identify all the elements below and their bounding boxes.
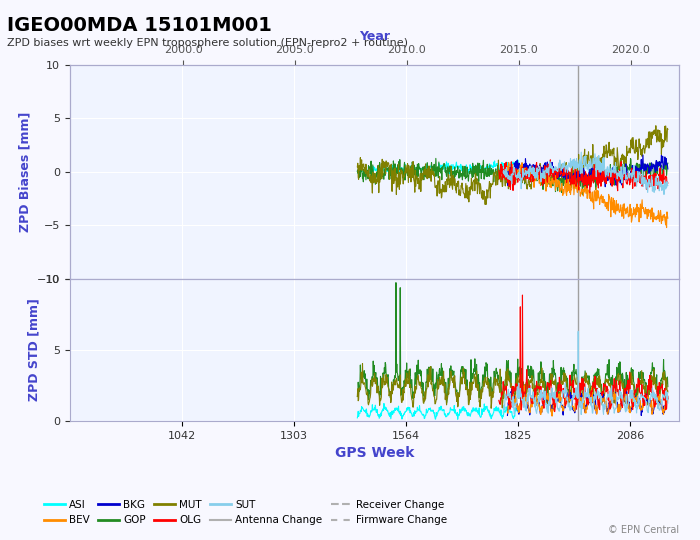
Y-axis label: ZPD STD [mm]: ZPD STD [mm]	[28, 299, 41, 401]
Text: IGEO00MDA 15101M001: IGEO00MDA 15101M001	[7, 16, 272, 35]
Text: ZPD biases wrt weekly EPN troposphere solution (EPN-repro2 + routine): ZPD biases wrt weekly EPN troposphere so…	[7, 38, 408, 48]
X-axis label: Year: Year	[359, 30, 390, 43]
Y-axis label: ZPD Biases [mm]: ZPD Biases [mm]	[18, 112, 32, 232]
X-axis label: GPS Week: GPS Week	[335, 447, 414, 461]
Text: © EPN Central: © EPN Central	[608, 524, 679, 535]
Legend: ASI, BEV, BKG, GOP, MUT, OLG, SUT, Antenna Change, Receiver Change, Firmware Cha: ASI, BEV, BKG, GOP, MUT, OLG, SUT, Anten…	[40, 496, 451, 529]
